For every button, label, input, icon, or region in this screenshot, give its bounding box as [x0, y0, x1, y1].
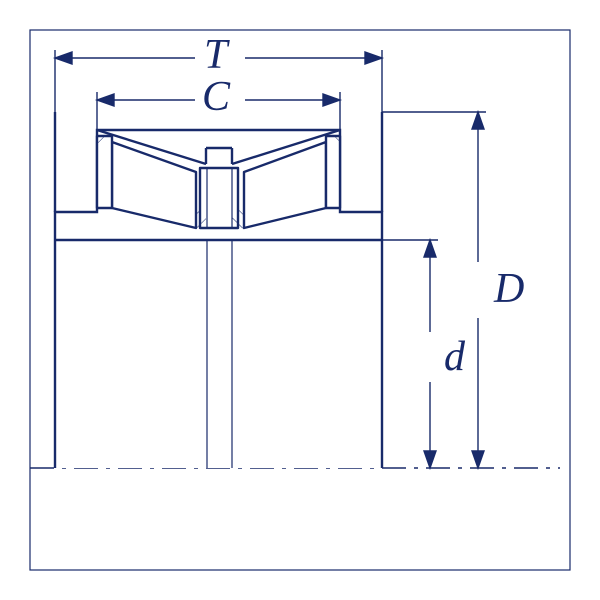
label-T: T [204, 34, 227, 76]
label-C: C [202, 76, 230, 118]
dimension-D [382, 112, 486, 468]
bearing-diagram: T C D d [0, 0, 600, 600]
label-D: D [494, 268, 524, 310]
dimension-d [382, 240, 438, 468]
label-d: d [444, 336, 465, 378]
